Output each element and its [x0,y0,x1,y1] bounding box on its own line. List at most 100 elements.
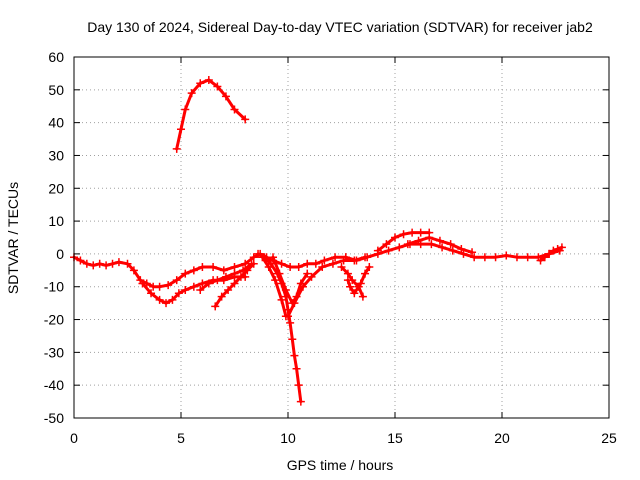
data-point [174,289,183,298]
data-point [219,266,228,275]
data-point [271,276,280,285]
x-tick-label: 10 [280,430,296,446]
series-arc-morning [70,249,350,291]
data-point [204,279,213,288]
data-point [196,286,205,295]
data-point [221,272,230,281]
data-point [331,253,340,262]
data-point [352,256,361,265]
data-point [172,144,181,153]
series-trace [175,78,247,151]
data-point [181,269,190,278]
data-point [459,249,468,258]
data-point [243,266,252,275]
data-point [221,92,230,101]
series-arc-rise-6h [196,259,256,295]
data-point [395,243,404,252]
data-point [294,381,303,390]
data-point [354,282,363,291]
y-tick-label: 50 [48,82,64,98]
data-point [164,281,173,290]
data-point [209,263,218,272]
data-point [241,115,250,124]
data-point [416,228,425,237]
data-point [275,269,284,278]
y-tick-label: -20 [44,312,64,328]
data-point [189,266,198,275]
data-point [341,253,350,262]
data-point [425,233,434,242]
data-point [82,259,91,268]
data-point [391,233,399,242]
series-arc-late-22h [536,243,566,265]
data-point [491,253,500,262]
y-tick-label: 10 [48,213,64,229]
data-point [403,240,412,249]
data-point [288,335,297,344]
data-point [123,259,132,268]
data-point [172,276,181,285]
y-tick-label: 20 [48,180,64,196]
data-point [438,243,447,252]
data-point [337,263,346,272]
data-point [76,256,85,265]
series-arc-drop-10h [254,249,305,406]
data-point [213,82,222,91]
data-point [358,292,367,301]
data-point [269,253,278,262]
data-point [427,240,436,249]
data-point [286,263,295,272]
data-point [502,251,511,260]
data-point [457,244,466,253]
data-point [320,256,329,265]
y-tick-label: -50 [44,410,64,426]
data-point [147,289,156,298]
data-point [129,266,138,275]
data-point [292,364,301,373]
y-tick-label: -30 [44,344,64,360]
data-point [480,253,489,262]
series-arc-rise-7h [211,259,258,311]
data-point [196,79,205,88]
data-point [296,279,305,288]
series-arc-v-13h [343,263,374,298]
data-point [211,302,220,311]
data-point [286,318,295,327]
grid-layer [74,57,609,418]
series-arc-drop-9h [258,253,290,321]
y-tick-label: -40 [44,377,64,393]
data-point [155,282,164,291]
y-axis-title: SDTVAR / TECUs [5,182,21,294]
data-point [236,272,245,281]
x-tick-label: 0 [70,430,78,446]
data-point [281,286,290,295]
data-point [213,276,222,285]
data-point [435,236,444,245]
data-point [348,276,357,285]
data-point [549,246,558,255]
data-point [230,105,239,114]
data-point [181,286,190,295]
x-axis-title: GPS time / hours [287,457,394,473]
data-point [177,125,185,134]
series-layer [70,75,566,406]
label-layer: 0 5 10 15 20 25 -50 -40 -30 -20 -10 0 10 20 30 40 50 60 [44,49,617,446]
data-point [346,282,355,291]
data-point [373,246,382,255]
data-point [292,292,301,301]
data-point [448,246,457,255]
data-point [343,269,352,278]
data-point [536,256,545,265]
y-tick-label: 60 [48,49,64,65]
x-tick-label: 25 [601,430,617,446]
data-point [414,236,423,245]
x-tick-label: 5 [177,430,185,446]
tick-layer [73,56,610,419]
data-point [303,269,312,278]
data-point [318,263,327,272]
data-point [254,249,263,258]
data-point [399,230,408,239]
data-point [311,259,320,268]
